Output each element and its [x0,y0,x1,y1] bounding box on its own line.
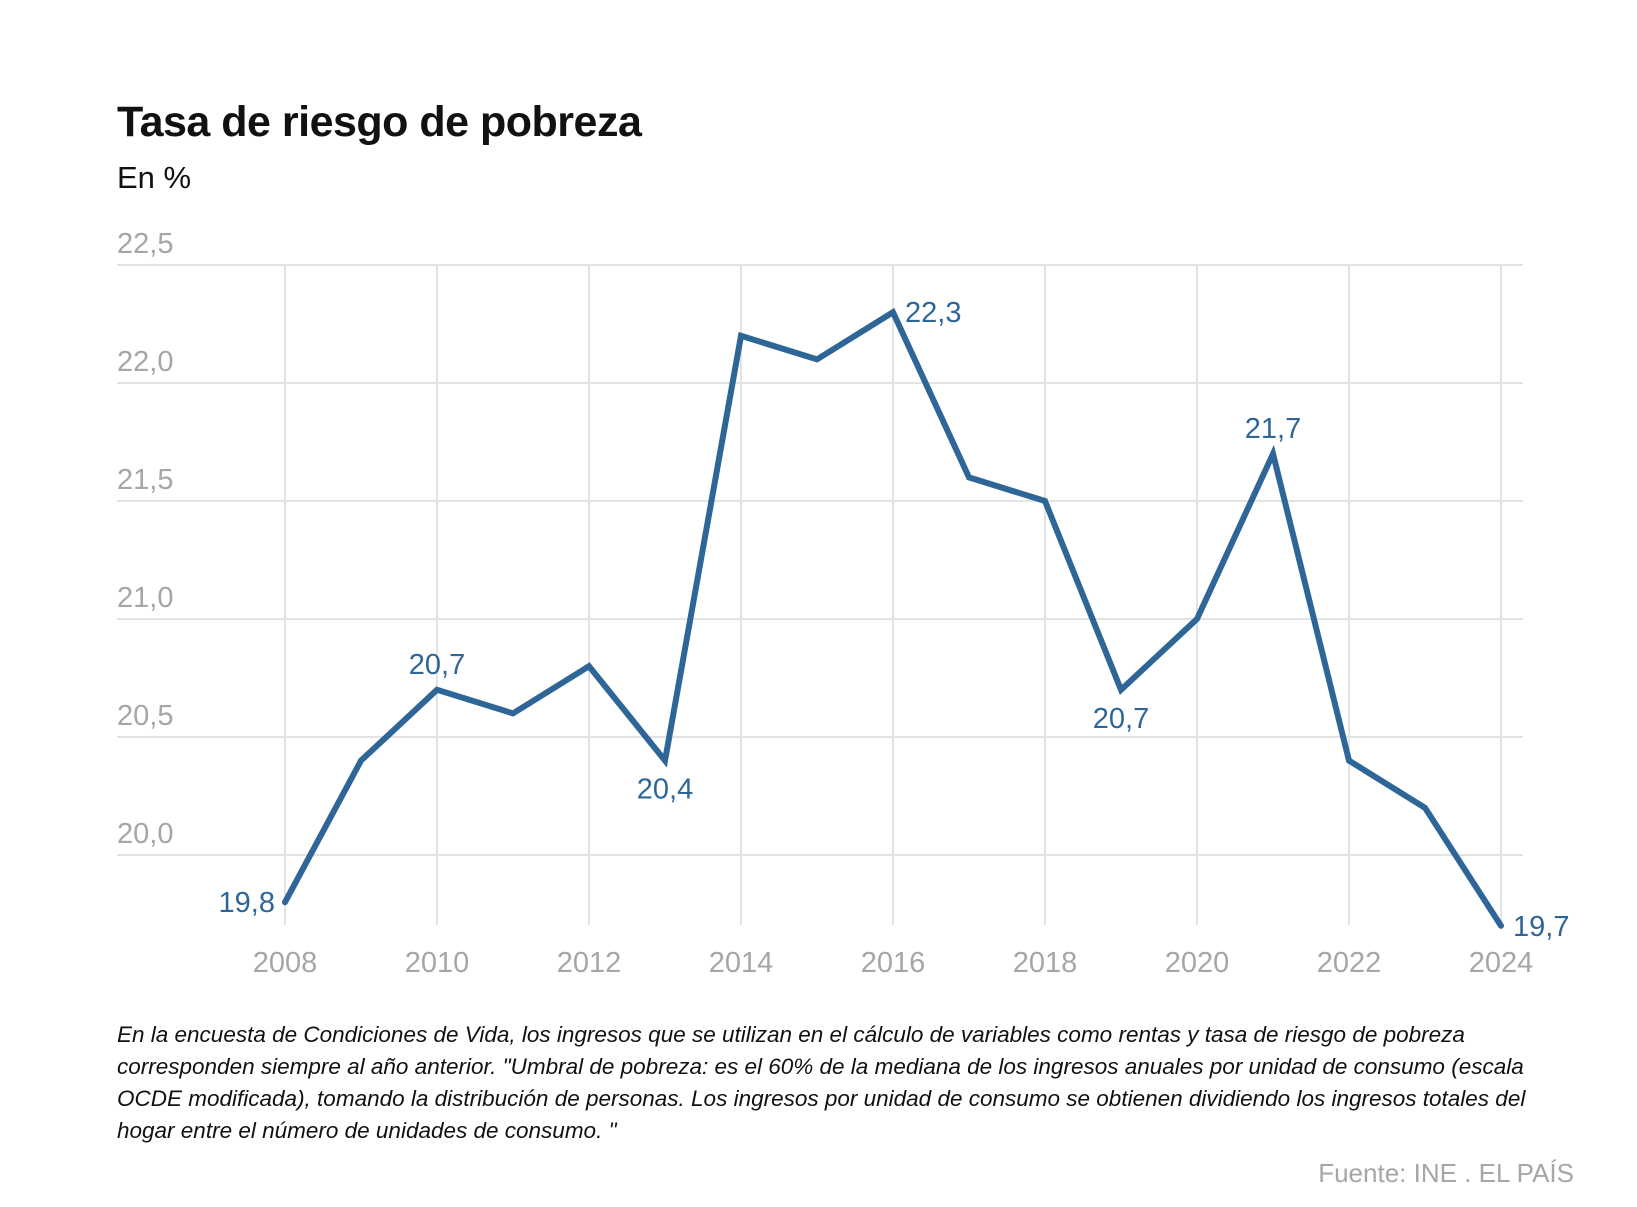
source-credit: Fuente: INE . EL PAÍS [1318,1158,1574,1188]
y-tick-label: 20,0 [117,818,173,850]
y-tick-label: 21,5 [117,464,173,496]
vertical-gridlines [284,265,1502,925]
x-tick-label: 2016 [861,947,926,979]
data-label: 21,7 [1245,413,1301,445]
line-chart: 20,0 20,5 21,0 21,5 22,0 22,5 2008 2010 2012 201… [117,228,1570,979]
x-tick-label: 2022 [1317,947,1382,979]
data-label: 20,4 [637,774,693,806]
y-tick-label: 21,0 [117,582,173,614]
data-labels: 19,8 20,7 20,4 22,3 20,7 21,7 19,7 [219,297,1570,943]
data-label: 20,7 [1093,703,1149,735]
y-axis-ticks: 20,0 20,5 21,0 21,5 22,0 22,5 [117,228,173,850]
x-tick-label: 2012 [557,947,622,979]
horizontal-gridlines [117,264,1523,856]
x-tick-label: 2010 [405,947,470,979]
x-tick-label: 2014 [709,947,774,979]
y-tick-label: 20,5 [117,700,173,732]
y-tick-label: 22,5 [117,228,173,260]
data-label: 22,3 [905,297,961,329]
x-axis-ticks: 2008 2010 2012 2014 2016 2018 2020 2022 2024 [253,947,1534,979]
data-label: 20,7 [409,649,465,681]
data-label: 19,8 [219,887,275,919]
chart-title: Tasa de riesgo de pobreza [117,98,642,146]
y-tick-label: 22,0 [117,346,173,378]
footnote: En la encuesta de Condiciones de Vida, l… [117,1022,1526,1143]
series-group [282,307,1504,929]
x-tick-label: 2018 [1013,947,1078,979]
x-tick-label: 2024 [1469,947,1534,979]
chart-subtitle: En % [117,160,192,195]
x-tick-label: 2008 [253,947,318,979]
x-tick-label: 2020 [1165,947,1230,979]
data-label: 19,7 [1513,911,1569,943]
